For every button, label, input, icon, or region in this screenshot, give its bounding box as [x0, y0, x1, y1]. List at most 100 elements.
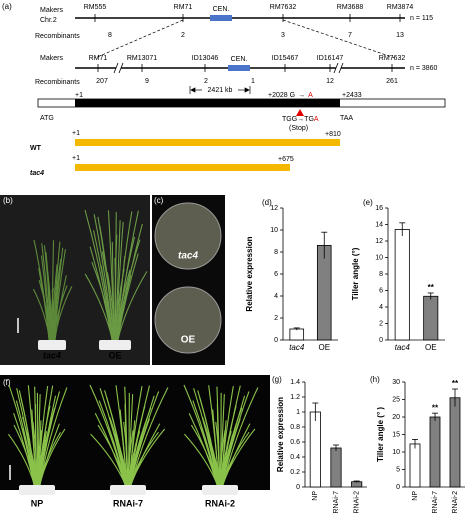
leaf — [107, 427, 127, 486]
mutation-text: +2028 G — [268, 92, 295, 99]
panel-label: (f) — [3, 378, 11, 387]
marker-label: RM555 — [84, 4, 107, 11]
position-label: +675 — [278, 156, 294, 163]
bar — [423, 295, 439, 341]
recombinant-count: 7 — [348, 32, 352, 39]
recombinant-count: 261 — [386, 78, 398, 85]
protein-bar — [75, 139, 340, 146]
marker-label: RM71 — [89, 55, 108, 62]
recombinant-count: 1 — [251, 78, 255, 85]
codon-label: TAA — [340, 115, 353, 122]
panel-label: (h) — [370, 375, 380, 384]
position-label: +1 — [72, 130, 80, 137]
centromere — [228, 65, 250, 71]
leaf — [22, 427, 36, 486]
y-tick-label: 30 — [392, 379, 400, 386]
bar — [394, 229, 410, 341]
panel-label: (d) — [262, 198, 272, 207]
leaf — [200, 427, 219, 486]
leaf — [183, 433, 218, 486]
bar — [429, 416, 441, 488]
x-tick-label: NP — [412, 491, 419, 501]
leaf — [90, 433, 126, 486]
y-tick-label: 0 — [296, 484, 300, 491]
significance: ** — [452, 379, 459, 388]
marker-label: RM3874 — [387, 4, 414, 11]
x-tick-label: RNAi-2 — [452, 491, 459, 514]
recombinant-count: 3 — [281, 32, 285, 39]
leaf — [221, 385, 241, 486]
leaf — [129, 391, 160, 486]
y-tick-label: 1.2 — [290, 394, 300, 401]
significance: ** — [432, 403, 439, 412]
bar — [351, 481, 363, 488]
leaf — [116, 211, 133, 341]
x-tick-label: NP — [312, 491, 319, 501]
pot — [19, 485, 55, 495]
leaf — [7, 433, 35, 486]
photo-label: OE — [108, 350, 121, 360]
break — [113, 62, 344, 74]
position-label: +1 — [75, 92, 83, 99]
leaf — [38, 391, 60, 486]
bar — [449, 397, 461, 488]
y-tick-label: 6 — [379, 287, 383, 294]
centromere — [210, 15, 232, 21]
leaf — [115, 221, 124, 341]
x-tick-label: RNAi-7 — [333, 491, 340, 514]
y-tick-label: 25 — [392, 396, 400, 403]
y-tick-label: 0.4 — [290, 454, 300, 461]
leaf — [38, 385, 54, 486]
bar — [330, 447, 342, 488]
y-tick-label: 0 — [274, 337, 278, 344]
leaf — [100, 265, 114, 341]
leaf — [32, 288, 51, 341]
y-axis-label: Tiller angle (°) — [351, 247, 360, 300]
y-tick-label: 2 — [274, 315, 278, 322]
protein-name: WT — [30, 145, 42, 152]
coding-region — [75, 99, 340, 107]
leaf — [130, 387, 169, 486]
panel-label: (g) — [272, 375, 282, 384]
panel-label: (b) — [3, 196, 13, 205]
marker-label: RM3688 — [337, 4, 364, 11]
y-tick-label: 5 — [396, 466, 400, 473]
photo-label: OE — [181, 335, 196, 346]
bar — [409, 443, 421, 488]
mutation-marker — [296, 109, 304, 116]
photo-label: NP — [31, 498, 44, 508]
mutation-base: A — [308, 92, 313, 99]
x-tick-label: RNAi-2 — [354, 491, 361, 514]
leaf — [53, 249, 66, 341]
row-label: Makers — [40, 55, 63, 62]
y-tick-label: 2 — [379, 320, 383, 327]
position-label: +2433 — [342, 92, 362, 99]
recombinant-count: 8 — [108, 32, 112, 39]
row-label: Makers — [40, 7, 63, 14]
recombinant-count: 207 — [96, 78, 108, 85]
recombinant-count: 9 — [145, 78, 149, 85]
leaf — [84, 273, 113, 341]
marker-label: ID15467 — [272, 55, 299, 62]
pot — [99, 340, 131, 350]
row-label: Recombinants — [35, 33, 80, 40]
significance: ** — [428, 283, 435, 292]
leaf — [116, 210, 139, 341]
y-tick-label: 0.2 — [290, 469, 300, 476]
row-label: Recombinants — [35, 79, 80, 86]
y-tick-label: 8 — [379, 271, 383, 278]
stop-note: (Stop) — [289, 125, 308, 132]
marker-label: ID16147 — [317, 55, 344, 62]
x-tick-label: RNAi-7 — [432, 491, 439, 514]
dashed-link — [94, 19, 184, 59]
dish — [154, 286, 222, 354]
y-tick-label: 20 — [392, 414, 400, 421]
pot — [38, 340, 66, 350]
leaf — [54, 275, 67, 341]
y-axis-label: Relative expression — [245, 236, 254, 311]
codon-label: ATG — [40, 115, 54, 122]
leaf — [222, 387, 259, 486]
marker-label: RM71 — [174, 4, 193, 11]
recombinant-count: 2 — [204, 78, 208, 85]
leaf — [129, 385, 150, 486]
